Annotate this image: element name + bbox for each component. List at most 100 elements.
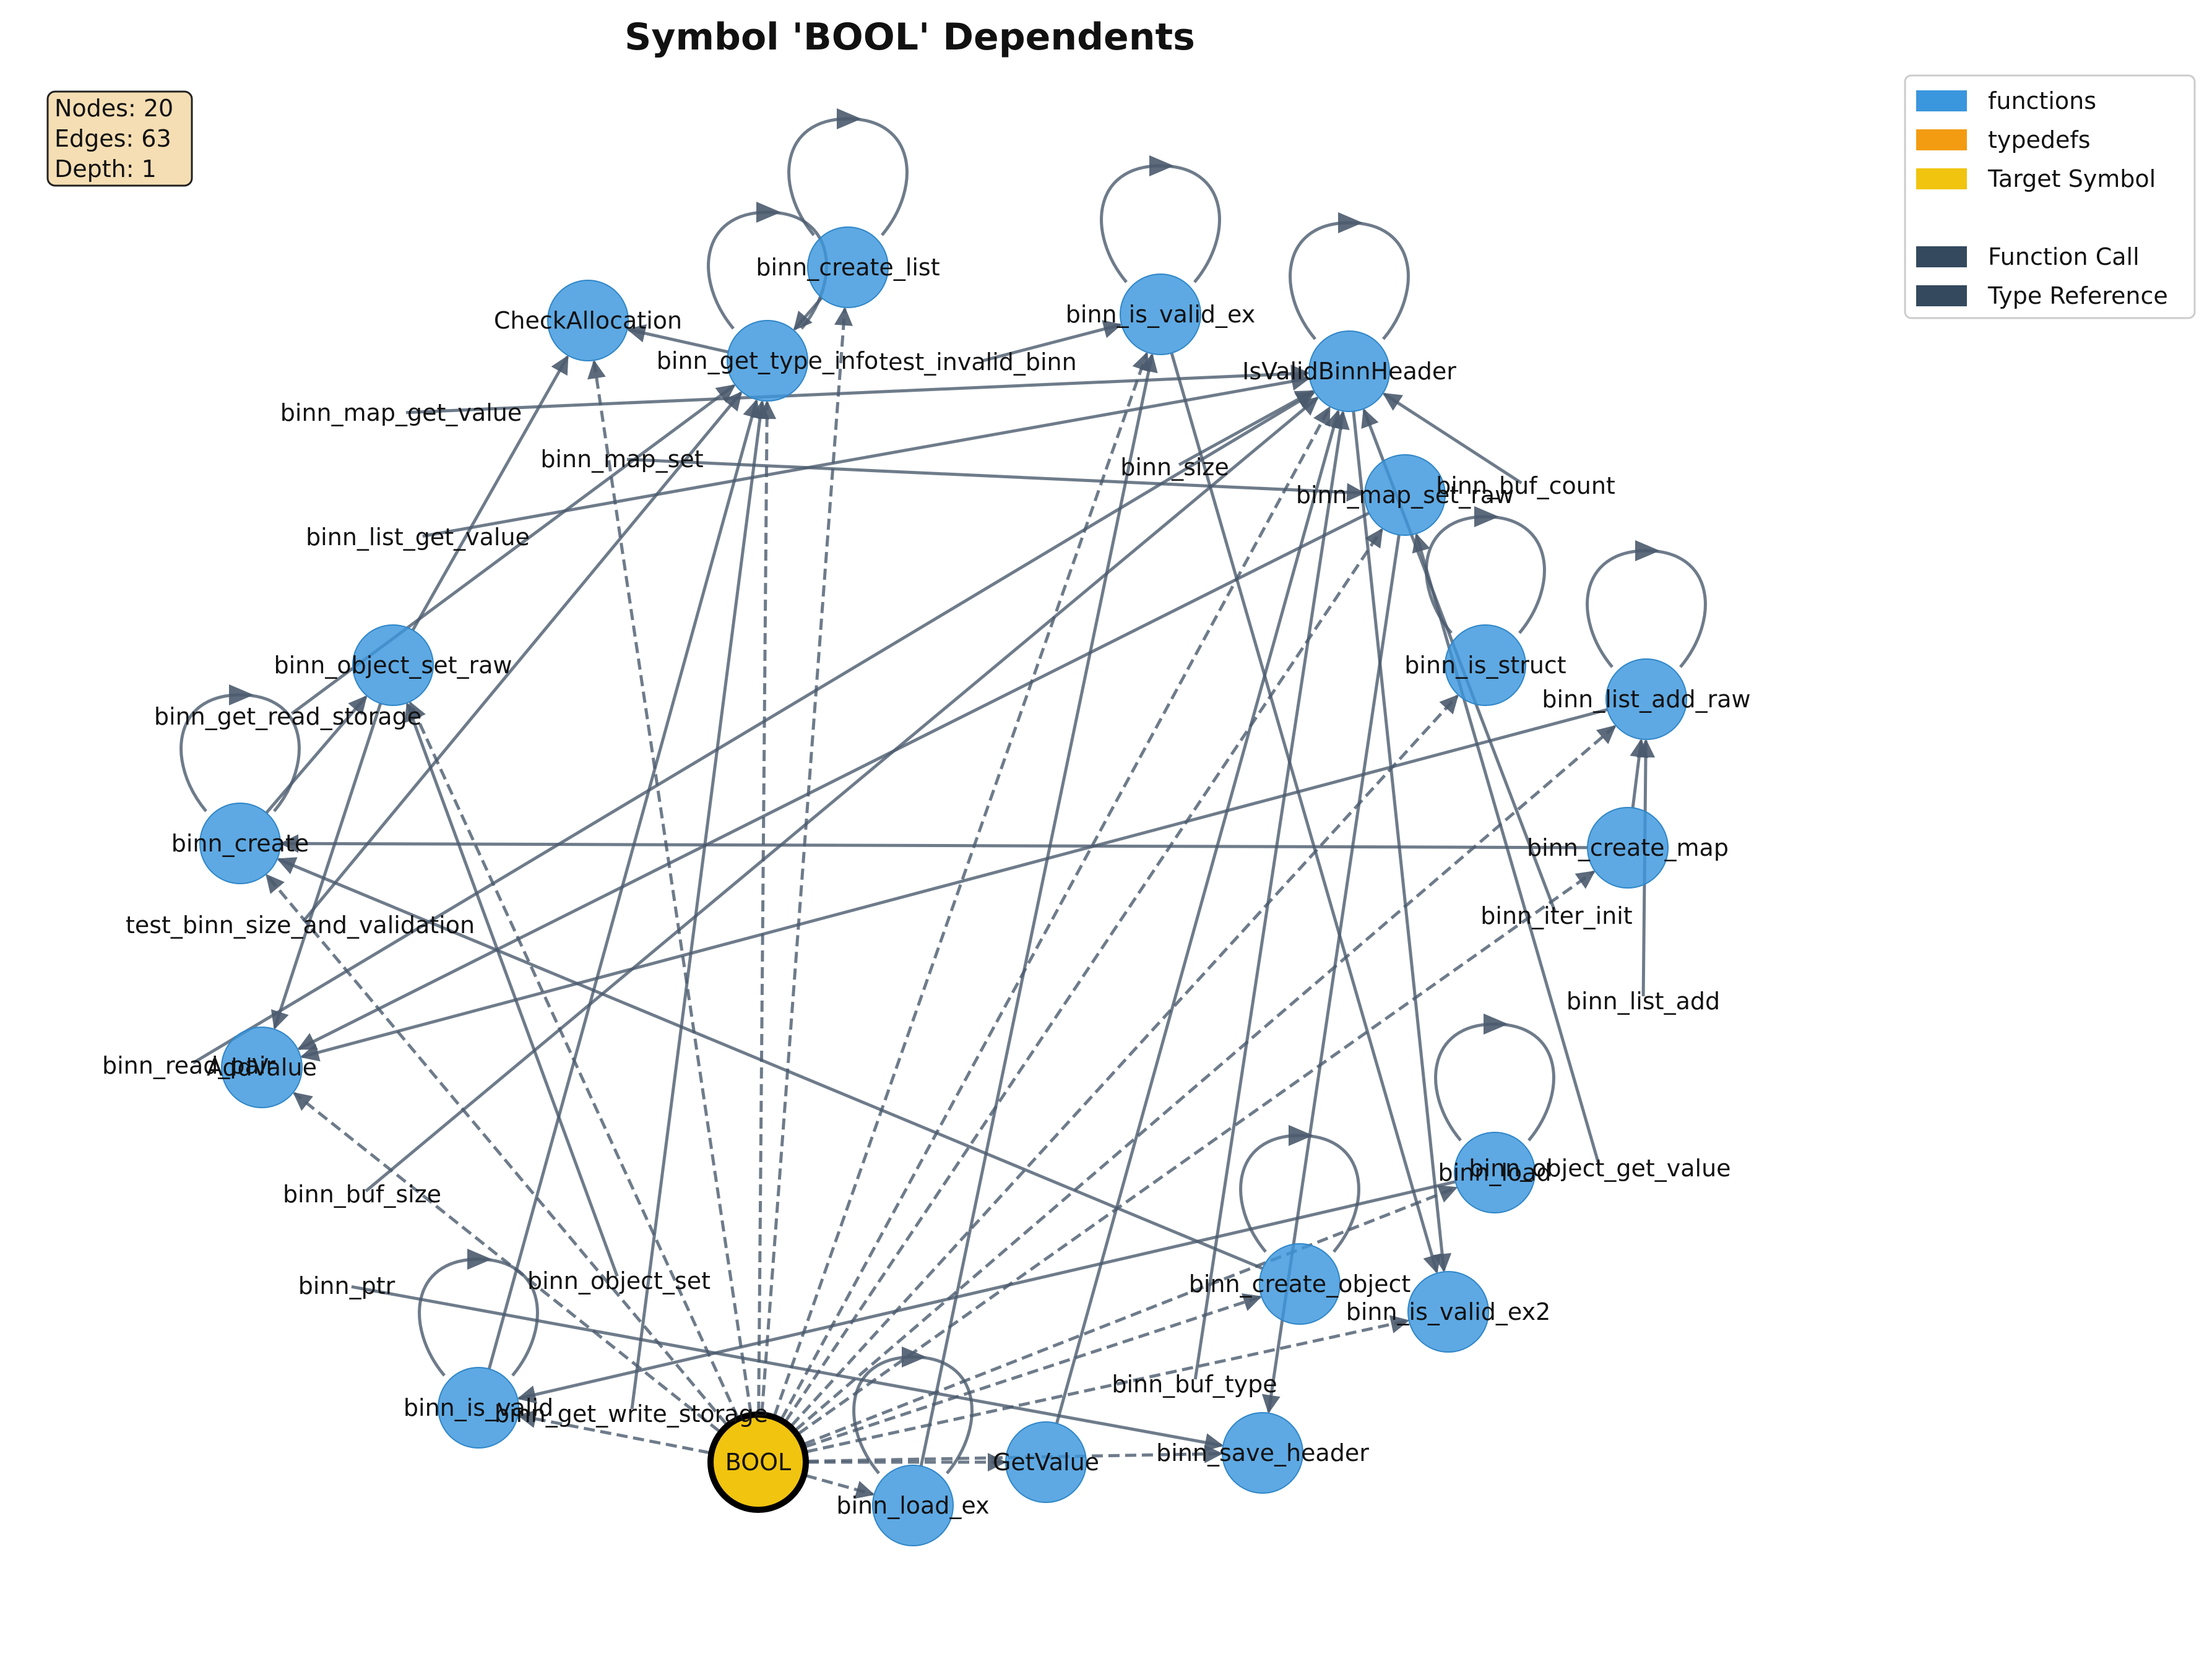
function-call-edge-binn-list-get-value-to-isvalidbinnheader [422, 372, 1310, 538]
type-reference-edge-bool-to-binn-create-map [797, 870, 1596, 1435]
free-label-binn-map-get-value: binn_map_get_value [280, 399, 522, 426]
function-node-circle [1364, 454, 1446, 536]
function-node-circle [1222, 1412, 1303, 1494]
free-label-binn-list-get-value: binn_list_get_value [306, 523, 530, 551]
type-reference-edge-bool-to-binn-get-type-info [757, 400, 777, 1413]
function-call-edge-binn-object-set-raw-to-addvalue [270, 703, 382, 1030]
node-label: AddValue [207, 1054, 317, 1081]
node-binn-save-header: binn_save_header [1156, 1412, 1369, 1494]
function-call-edge-binn-is-valid-to-binn-get-type-info [487, 398, 761, 1369]
free-label-binn-read-pair: binn_read_pair [102, 1052, 275, 1079]
self-loop-arrowhead-binn-load [1484, 1014, 1508, 1035]
function-call-edge-binn-create-map-to-binn-list-add-raw [1630, 738, 1649, 808]
node-binn-is-valid-ex: binn_is_valid_ex [1066, 274, 1255, 355]
free-label-binn-object-set: binn_object_set [527, 1267, 711, 1294]
node-label: binn_is_valid_ex [1066, 301, 1255, 328]
info-depth: Depth: 1 [54, 155, 157, 183]
function-node-circle [352, 624, 434, 706]
legend-swatch-type-reference [1916, 285, 1967, 306]
function-node-circle [727, 320, 808, 402]
node-label: binn_load_ex [836, 1492, 989, 1519]
node-binn-get-type-info: binn_get_type_info [657, 320, 878, 402]
node-binn-is-valid-ex2: binn_is_valid_ex2 [1346, 1271, 1550, 1353]
node-binn-load-ex: binn_load_ex [836, 1465, 990, 1546]
function-call-edge-binn-ptr-to-binn-save-header [351, 1285, 1224, 1452]
function-node-circle [807, 226, 889, 308]
node-label: binn_is_struct [1404, 652, 1566, 679]
function-call-edge-binn-create-object-to-binn-create [277, 857, 1263, 1270]
type-reference-edge-bool-to-checkallocation [587, 360, 753, 1414]
function-call-edge-binn-load-to-binn-is-valid [517, 1180, 1456, 1404]
self-loop-edge-binn-load-ex [852, 1355, 974, 1475]
target-node-circle [707, 1411, 809, 1513]
free-label-binn-ptr: binn_ptr [298, 1272, 395, 1299]
node-bool: BOOL [707, 1411, 809, 1513]
self-loop-arrowhead-binn-create-object [1289, 1125, 1313, 1146]
nodes-layer: BOOL CheckAllocation binn_create_list binn_… [171, 226, 1751, 1546]
node-label: binn_is_valid [404, 1394, 553, 1421]
node-binn-object-set-raw: binn_object_set_raw [274, 624, 512, 706]
node-label: binn_load [1438, 1159, 1551, 1186]
function-node-circle [1445, 624, 1526, 706]
node-binn-list-add-raw: binn_list_add_raw [1542, 658, 1751, 740]
function-node-circle [438, 1367, 519, 1449]
node-label: GetValue [993, 1449, 1099, 1476]
self-loop-arrowhead-binn-list-add-raw [1635, 540, 1660, 561]
function-call-edge-getvalue-to-isvalidbinnheader [1055, 409, 1343, 1424]
type-reference-edge-bool-to-binn-list-add-raw [795, 725, 1617, 1431]
node-binn-create-map: binn_create_map [1527, 807, 1729, 889]
node-binn-create-object: binn_create_object [1189, 1243, 1411, 1325]
node-label: IsValidBinnHeader [1242, 358, 1456, 385]
self-loop-arrowhead-binn-load-ex [902, 1346, 927, 1368]
type-reference-edge-bool-to-binn-create-object [805, 1293, 1263, 1449]
function-node-circle [547, 280, 629, 361]
free-label-binn-buf-size: binn_buf_size [283, 1181, 441, 1208]
type-reference-edge-bool-to-binn-is-valid-ex2 [806, 1315, 1410, 1454]
function-node-circle [1259, 1243, 1341, 1325]
self-loop-arrowhead-binn-create-list [837, 108, 862, 129]
type-reference-edge-bool-to-addvalue [293, 1092, 720, 1433]
function-node-circle [221, 1027, 303, 1108]
node-checkallocation: CheckAllocation [494, 280, 682, 361]
legend-label-type-reference: Type Reference [1987, 282, 2168, 309]
function-call-edge-test-binn-size-and-validation-to-binn-get-type-info [302, 391, 743, 923]
self-loop-arrowhead-isvalidbinnheader [1338, 212, 1363, 233]
function-call-edge-binn-create-to-binn-object-set-raw [265, 695, 368, 814]
node-label: BOOL [725, 1449, 791, 1476]
function-call-edge-binn-object-set-to-binn-object-set-raw [404, 702, 619, 1277]
legend-swatch-target [1916, 168, 1967, 189]
node-label: binn_save_header [1156, 1439, 1369, 1467]
legend-swatch-typedefs [1916, 129, 1967, 150]
type-reference-edge-bool-to-binn-is-struct [790, 694, 1459, 1427]
function-call-edge-binn-read-pair-to-isvalidbinnheader [192, 391, 1316, 1065]
node-label: binn_list_add_raw [1542, 686, 1750, 713]
function-node-circle [1407, 1271, 1489, 1353]
function-node-circle [1308, 330, 1390, 412]
function-node-circle [1120, 274, 1201, 355]
self-loop-arrowhead-binn-is-valid [467, 1249, 492, 1270]
type-reference-edge-bool-to-binn-load-ex [805, 1474, 875, 1499]
function-call-edge-binn-buf-type-to-isvalidbinnheader [1193, 410, 1350, 1380]
free-label-binn-map-set: binn_map_set [540, 446, 703, 473]
type-reference-edge-bool-to-binn-create-list [760, 306, 853, 1413]
free-label-binn-get-write-storage: binn_get_write_storage [495, 1400, 768, 1428]
function-call-edge-binn-load-ex-to-binn-is-valid-ex [919, 353, 1158, 1467]
info-edge-count: Edges: 63 [54, 125, 171, 152]
node-binn-create: binn_create [171, 803, 309, 884]
free-label-test-invalid-binn: test_invalid_binn [879, 348, 1076, 376]
free-label-binn-buf-count: binn_buf_count [1436, 472, 1615, 499]
function-call-edge-binn-map-set-raw-to-addvalue [297, 511, 1370, 1051]
self-loop-edge-isvalidbinnheader [1289, 221, 1410, 340]
info-box-background [46, 90, 193, 187]
node-label: binn_map_set_raw [1296, 481, 1514, 509]
function-call-edge-binn-get-write-storage-to-binn-get-type-info [630, 400, 769, 1410]
function-call-edge-binn-buf-size-to-isvalidbinnheader [365, 396, 1319, 1192]
function-call-edge-binn-list-add-raw-to-addvalue [300, 708, 1608, 1062]
self-loop-arrowhead-binn-is-valid-ex [1149, 155, 1174, 176]
self-loop-arrowhead-binn-create [229, 684, 254, 705]
self-loop-arrowhead-binn-get-type-info [756, 202, 781, 223]
node-isvalidbinnheader: IsValidBinnHeader [1242, 330, 1456, 412]
function-call-edge-binn-map-set-to-binn-map-set-raw [626, 457, 1366, 502]
function-call-edge-binn-object-get-value-to-binn-map-set-raw [1412, 533, 1601, 1164]
